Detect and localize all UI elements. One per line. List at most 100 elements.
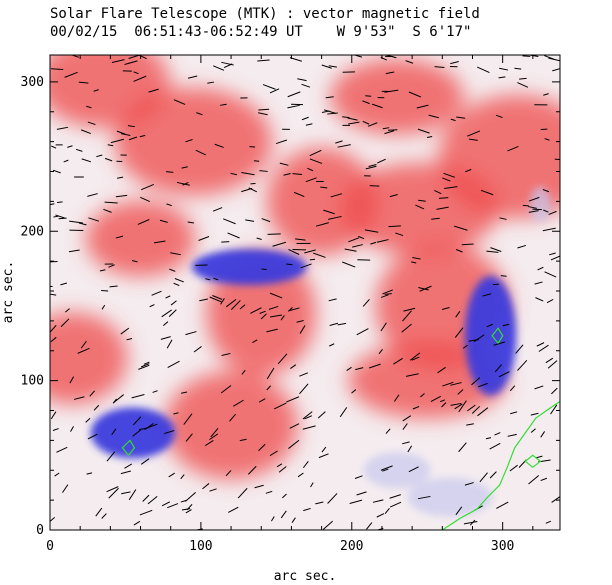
field-vector xyxy=(168,472,175,478)
field-vector xyxy=(463,520,478,525)
field-vector xyxy=(307,167,314,172)
field-vector xyxy=(212,295,223,300)
field-vector xyxy=(297,78,307,82)
field-vector xyxy=(377,158,386,164)
field-vector xyxy=(339,407,348,418)
field-vector xyxy=(550,404,558,415)
field-vector xyxy=(393,394,400,402)
field-vector xyxy=(395,232,404,237)
y-axis-label: arc sec. xyxy=(1,261,16,324)
field-vector xyxy=(419,285,432,292)
field-vector xyxy=(258,443,266,452)
field-vector xyxy=(173,282,180,287)
field-vector xyxy=(117,176,124,179)
field-vector xyxy=(209,296,223,303)
field-vector xyxy=(139,134,146,138)
field-vector xyxy=(362,100,370,105)
field-vector xyxy=(405,373,419,377)
field-vector xyxy=(309,258,316,261)
y-tick-label: 100 xyxy=(21,374,44,389)
field-vector xyxy=(431,217,440,220)
field-vector xyxy=(471,405,481,414)
field-vector xyxy=(365,95,372,97)
field-vector xyxy=(352,244,363,248)
field-vector xyxy=(299,383,309,395)
field-vector xyxy=(380,322,387,332)
field-vector xyxy=(321,446,327,453)
field-vector xyxy=(293,191,305,198)
field-vector xyxy=(296,319,304,323)
field-vector xyxy=(266,328,278,333)
field-vector xyxy=(258,398,266,403)
field-vector xyxy=(509,385,516,392)
field-vector xyxy=(371,103,383,109)
positive-region xyxy=(438,94,560,219)
field-vector xyxy=(430,395,441,403)
field-vector xyxy=(412,256,421,260)
field-vector xyxy=(305,123,313,126)
x-tick-label: 300 xyxy=(491,539,514,554)
field-vector xyxy=(362,298,370,307)
field-vector xyxy=(462,344,468,349)
field-vector xyxy=(467,130,481,137)
field-vector xyxy=(51,68,64,71)
field-vector xyxy=(162,321,169,326)
field-vector xyxy=(269,88,280,94)
field-vector xyxy=(213,65,225,71)
field-vector xyxy=(54,472,60,477)
x-tick-label: 100 xyxy=(189,539,212,554)
field-vector xyxy=(517,359,528,371)
field-vector xyxy=(140,196,150,203)
field-vector xyxy=(367,122,378,127)
field-vector xyxy=(458,400,467,413)
field-vector xyxy=(389,494,401,499)
field-vector xyxy=(323,109,336,114)
field-vector xyxy=(176,181,190,186)
field-vector xyxy=(276,463,283,468)
field-vector xyxy=(442,177,451,182)
field-vector xyxy=(438,197,449,199)
field-vector xyxy=(358,235,365,240)
field-vector xyxy=(351,389,357,394)
field-vector xyxy=(378,348,383,355)
field-vector xyxy=(262,84,276,90)
field-vector xyxy=(467,404,476,412)
field-vector xyxy=(494,364,503,373)
field-vector xyxy=(104,157,113,162)
field-vector xyxy=(204,440,214,447)
field-vector xyxy=(507,433,517,437)
field-vector xyxy=(321,64,332,69)
field-vector xyxy=(165,295,171,299)
field-vector xyxy=(328,298,337,302)
field-vector xyxy=(269,450,278,457)
field-vector xyxy=(69,376,75,384)
field-vector xyxy=(551,387,558,395)
field-vector xyxy=(315,501,324,505)
field-vector xyxy=(181,508,191,511)
field-vector xyxy=(454,403,463,410)
field-vector xyxy=(317,411,326,419)
field-vector xyxy=(490,247,502,252)
field-vector xyxy=(303,507,311,512)
field-vector xyxy=(126,337,133,341)
field-vector xyxy=(441,402,447,408)
field-vector xyxy=(111,59,125,63)
field-vector xyxy=(288,248,300,255)
field-vector xyxy=(434,66,445,69)
field-vector xyxy=(111,428,117,436)
field-vector xyxy=(137,219,150,225)
field-vector xyxy=(51,145,57,149)
field-vector xyxy=(455,311,461,318)
field-vector xyxy=(412,406,420,410)
field-vector xyxy=(549,252,556,256)
field-vector xyxy=(534,385,544,390)
field-vector xyxy=(193,346,202,353)
field-vector xyxy=(538,344,549,352)
field-vector xyxy=(132,429,142,437)
field-vector xyxy=(486,250,499,253)
field-vector xyxy=(295,238,306,241)
field-vector xyxy=(173,412,179,415)
field-vector xyxy=(434,189,442,195)
field-vector xyxy=(380,294,389,298)
field-vector xyxy=(532,208,542,211)
